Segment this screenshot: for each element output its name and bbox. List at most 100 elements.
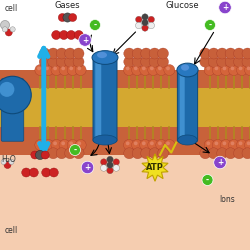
Circle shape — [100, 165, 107, 171]
Circle shape — [244, 64, 250, 76]
Circle shape — [56, 148, 67, 159]
Circle shape — [244, 140, 250, 150]
Circle shape — [158, 48, 168, 59]
Circle shape — [43, 64, 54, 76]
Circle shape — [200, 48, 211, 59]
Circle shape — [214, 66, 218, 70]
Circle shape — [2, 27, 7, 32]
Text: -: - — [74, 146, 76, 154]
Circle shape — [136, 22, 142, 29]
Circle shape — [242, 48, 250, 59]
Circle shape — [208, 48, 219, 59]
Circle shape — [73, 48, 84, 59]
Circle shape — [48, 148, 59, 159]
Ellipse shape — [177, 63, 198, 77]
Circle shape — [67, 140, 78, 150]
Circle shape — [73, 148, 84, 159]
FancyBboxPatch shape — [95, 60, 101, 138]
Text: ATP: ATP — [146, 163, 164, 172]
Circle shape — [59, 64, 70, 76]
Circle shape — [67, 64, 78, 76]
Circle shape — [67, 30, 76, 40]
Circle shape — [5, 29, 12, 36]
Circle shape — [126, 142, 130, 145]
Circle shape — [64, 148, 76, 159]
Circle shape — [220, 64, 231, 76]
Circle shape — [37, 142, 41, 145]
Circle shape — [222, 66, 226, 70]
Circle shape — [149, 148, 160, 159]
Circle shape — [142, 66, 146, 70]
Circle shape — [212, 140, 223, 150]
Circle shape — [200, 148, 211, 159]
Circle shape — [113, 165, 119, 171]
Circle shape — [31, 151, 39, 159]
Circle shape — [69, 66, 73, 70]
Circle shape — [142, 14, 148, 20]
Circle shape — [247, 142, 250, 145]
Circle shape — [247, 66, 250, 70]
Circle shape — [234, 148, 244, 159]
Circle shape — [217, 56, 228, 67]
Circle shape — [73, 56, 84, 67]
Circle shape — [234, 48, 244, 59]
Circle shape — [56, 56, 67, 67]
Circle shape — [134, 142, 138, 145]
Circle shape — [148, 16, 154, 23]
Circle shape — [202, 174, 213, 186]
Bar — [0, 88, 250, 128]
Circle shape — [107, 167, 113, 174]
Circle shape — [158, 56, 168, 67]
Circle shape — [9, 159, 14, 164]
Text: cell: cell — [5, 226, 18, 235]
Polygon shape — [142, 154, 168, 181]
Circle shape — [124, 48, 135, 59]
Circle shape — [53, 66, 57, 70]
Text: -: - — [208, 20, 212, 30]
Circle shape — [48, 56, 59, 67]
FancyBboxPatch shape — [1, 79, 24, 141]
Circle shape — [142, 19, 148, 26]
Circle shape — [58, 14, 66, 22]
Circle shape — [42, 168, 51, 177]
Circle shape — [225, 48, 236, 59]
Circle shape — [230, 66, 234, 70]
Text: -: - — [94, 20, 96, 30]
Circle shape — [156, 64, 167, 76]
Circle shape — [219, 1, 231, 14]
Circle shape — [37, 66, 41, 70]
Text: -: - — [206, 176, 209, 184]
Circle shape — [239, 142, 242, 145]
Ellipse shape — [92, 51, 118, 64]
Circle shape — [212, 64, 223, 76]
Circle shape — [208, 56, 219, 67]
Circle shape — [77, 66, 81, 70]
Circle shape — [41, 151, 49, 159]
Text: Gases: Gases — [55, 1, 80, 10]
Circle shape — [228, 140, 239, 150]
Circle shape — [61, 66, 65, 70]
Circle shape — [234, 56, 244, 67]
Circle shape — [132, 140, 142, 150]
Circle shape — [107, 162, 113, 168]
Circle shape — [220, 140, 231, 150]
Circle shape — [113, 159, 119, 165]
FancyBboxPatch shape — [178, 68, 198, 142]
Circle shape — [150, 142, 154, 145]
Circle shape — [156, 140, 167, 150]
Circle shape — [217, 148, 228, 159]
Circle shape — [81, 161, 94, 174]
Circle shape — [124, 64, 134, 76]
Circle shape — [75, 64, 86, 76]
Ellipse shape — [93, 135, 117, 145]
Circle shape — [1, 159, 6, 164]
Circle shape — [132, 56, 143, 67]
Circle shape — [142, 25, 148, 31]
Circle shape — [51, 64, 62, 76]
Circle shape — [49, 168, 58, 177]
Circle shape — [124, 140, 134, 150]
Circle shape — [126, 66, 130, 70]
FancyBboxPatch shape — [93, 56, 117, 142]
Circle shape — [0, 82, 14, 97]
Ellipse shape — [181, 64, 189, 71]
